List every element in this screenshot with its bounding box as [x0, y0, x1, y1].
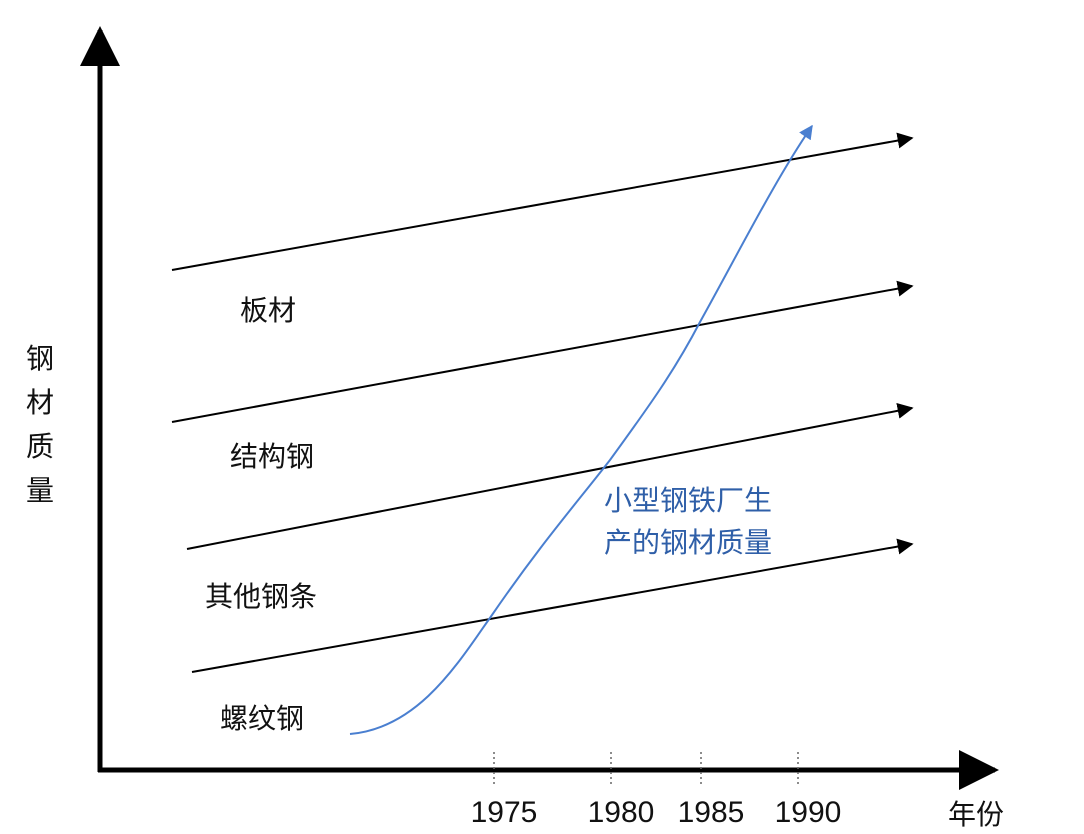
- band-line-plate: [171, 132, 914, 271]
- y-axis-label: 钢材质量: [26, 342, 54, 507]
- band-line-structural: [171, 280, 914, 423]
- y-axis-label-char: 质: [26, 430, 54, 463]
- x-tick-label: 1990: [775, 796, 842, 829]
- trend-label-line-1: 小型钢铁厂生: [604, 484, 772, 517]
- x-tick-label: 1980: [588, 796, 655, 829]
- x-ticks: 1975 1980 1985 1990: [471, 752, 842, 829]
- x-tick-label: 1985: [678, 796, 745, 829]
- x-tick-label: 1975: [471, 796, 538, 829]
- band-line-rebar: [191, 538, 914, 673]
- band-label-plate: 板材: [240, 294, 296, 327]
- band-label-other-bars: 其他钢条: [205, 580, 317, 613]
- y-axis-label-char: 量: [26, 474, 54, 507]
- y-axis-label-char: 材: [26, 386, 54, 419]
- band-line-other-bars: [186, 402, 914, 550]
- y-axis-label-char: 钢: [26, 342, 54, 375]
- band-label-structural: 结构钢: [230, 440, 314, 473]
- trend-curve: [349, 124, 813, 735]
- band-label-rebar: 螺纹钢: [220, 702, 304, 735]
- x-axis-label: 年份: [948, 798, 1004, 831]
- trend-label-line-2: 产的钢材质量: [604, 526, 772, 559]
